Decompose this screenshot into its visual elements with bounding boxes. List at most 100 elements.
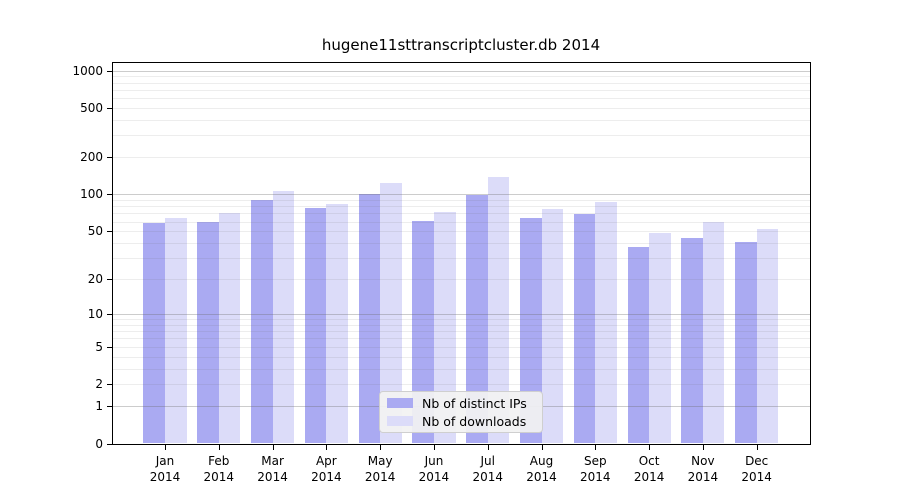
x-label-month: Dec xyxy=(745,454,769,468)
x-tick-label: Oct 2014 xyxy=(619,453,679,485)
x-tick xyxy=(165,444,166,450)
x-tick-label: Jan 2014 xyxy=(135,453,195,485)
gridline-minor xyxy=(112,89,810,91)
x-tick xyxy=(702,444,704,450)
x-tick-label: Aug 2014 xyxy=(512,453,572,485)
bar-nov-downloads xyxy=(702,221,725,444)
x-tick-label: Jun 2014 xyxy=(404,453,464,485)
x-label-year: 2014 xyxy=(687,470,719,484)
y-tick xyxy=(107,107,112,109)
bar-jul-distinct-ips xyxy=(466,195,488,444)
gridline-major xyxy=(112,314,810,316)
y-tick xyxy=(107,346,112,348)
gridline-minor xyxy=(112,324,810,326)
x-tick xyxy=(756,444,758,450)
bar-dec-downloads xyxy=(756,229,779,444)
x-label-year: 2014 xyxy=(526,470,557,484)
x-tick xyxy=(218,444,220,450)
x-label-year: 2014 xyxy=(418,470,450,484)
gridline-minor xyxy=(112,279,810,281)
x-label-year: 2014 xyxy=(741,470,772,484)
bar-apr-downloads xyxy=(326,203,348,444)
gridline-minor xyxy=(112,119,810,121)
gridline-minor xyxy=(112,206,810,208)
bar-apr-distinct-ips xyxy=(304,208,327,444)
gridline-minor xyxy=(112,221,810,223)
x-tick xyxy=(326,444,328,450)
x-tick xyxy=(541,444,543,450)
x-label-year: 2014 xyxy=(203,470,235,484)
y-tick xyxy=(107,279,112,281)
bar-jan-distinct-ips xyxy=(143,223,165,444)
gridline-minor xyxy=(112,319,810,321)
bar-jun-distinct-ips xyxy=(412,220,434,444)
y-tick-label: 5 xyxy=(95,339,103,354)
y-tick xyxy=(107,443,112,445)
y-tick xyxy=(107,384,112,386)
x-tick-label: May 2014 xyxy=(350,453,410,485)
chart-title: hugene11sttranscriptcluster.db 2014 xyxy=(321,36,601,54)
bar-oct-distinct-ips xyxy=(627,247,650,444)
gridline-major xyxy=(112,194,810,196)
bar-aug-distinct-ips xyxy=(519,218,542,444)
bar-may-distinct-ips xyxy=(358,194,381,444)
y-tick-label: 20 xyxy=(87,272,103,287)
bar-sep-downloads xyxy=(595,201,617,444)
plot-frame xyxy=(112,62,811,445)
x-tick-label: Nov 2014 xyxy=(673,453,733,485)
y-tick-label: 2 xyxy=(95,377,103,392)
bar-oct-downloads xyxy=(649,233,671,444)
y-tick-label: 100 xyxy=(80,187,103,202)
x-label-year: 2014 xyxy=(364,470,396,484)
x-tick xyxy=(595,444,597,450)
y-tick-label: 10 xyxy=(87,307,103,322)
x-label-year: 2014 xyxy=(580,470,611,484)
x-label-month: Jul xyxy=(480,454,495,468)
gridline-minor xyxy=(112,231,810,233)
gridline-minor xyxy=(112,384,810,386)
bar-aug-downloads xyxy=(541,209,564,444)
bar-dec-distinct-ips xyxy=(735,241,757,444)
x-tick xyxy=(380,444,382,450)
x-label-month: Aug xyxy=(529,454,554,468)
y-tick xyxy=(107,70,112,72)
bar-sep-distinct-ips xyxy=(573,214,596,444)
gridline-minor xyxy=(112,213,810,215)
gridline-minor xyxy=(112,98,810,100)
gridline-minor xyxy=(112,368,810,370)
bar-feb-downloads xyxy=(218,212,241,444)
gridline-minor xyxy=(112,199,810,201)
gridline-minor xyxy=(112,157,810,159)
gridline-minor xyxy=(112,135,810,137)
bar-mar-distinct-ips xyxy=(250,199,273,444)
gridline-minor xyxy=(112,338,810,340)
gridline-minor xyxy=(112,76,810,78)
y-tick-label: 50 xyxy=(87,224,103,239)
x-tick-label: Dec 2014 xyxy=(727,453,787,485)
x-label-month: Apr xyxy=(315,454,337,468)
x-label-month: Oct xyxy=(638,454,660,468)
y-tick-label: 1 xyxy=(95,399,103,414)
legend-swatch-icon xyxy=(387,398,413,408)
y-tick xyxy=(107,406,112,408)
x-tick-label: Jul 2014 xyxy=(458,453,518,485)
gridline-minor xyxy=(112,82,810,84)
legend-swatch-icon xyxy=(387,416,413,426)
x-label-month: Jun xyxy=(424,454,444,468)
y-tick-label: 0 xyxy=(95,436,103,451)
x-label-month: Feb xyxy=(208,454,230,468)
gridline-minor xyxy=(112,356,810,358)
gridline-minor xyxy=(112,331,810,333)
y-tick-label: 1000 xyxy=(72,63,103,78)
y-tick xyxy=(107,157,112,159)
gridline-minor xyxy=(112,258,810,260)
x-tick xyxy=(433,444,435,450)
x-label-month: May xyxy=(367,454,393,468)
x-label-year: 2014 xyxy=(257,470,288,484)
x-label-month: Mar xyxy=(261,454,284,468)
bar-jul-downloads xyxy=(487,177,510,444)
legend-label: Nb of downloads xyxy=(422,413,527,429)
x-tick xyxy=(487,444,489,450)
bar-mar-downloads xyxy=(272,190,295,444)
y-tick-label: 500 xyxy=(80,100,103,115)
